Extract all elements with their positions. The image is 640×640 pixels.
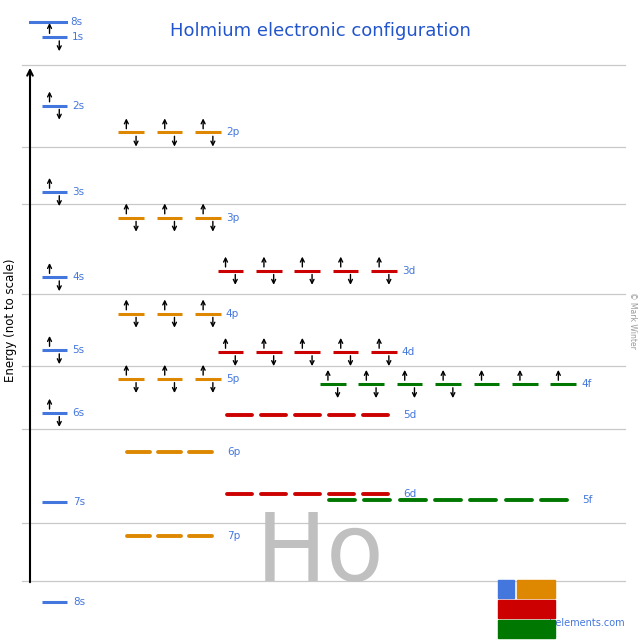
Bar [498,580,514,598]
Text: 5d: 5d [403,410,416,420]
Text: 3s: 3s [72,187,84,197]
Text: Energy (not to scale): Energy (not to scale) [4,259,17,381]
Text: Ho: Ho [255,509,385,601]
Text: 5s: 5s [72,345,84,355]
Text: 7s: 7s [73,497,85,508]
Text: 3d: 3d [402,266,415,276]
Text: 3p: 3p [226,212,239,223]
Text: 4p: 4p [226,308,239,319]
Bar [517,580,555,598]
Text: 8s: 8s [73,596,85,607]
Bar [498,600,555,618]
Text: 5f: 5f [582,495,593,506]
Text: © Mark Winter: © Mark Winter [627,292,637,348]
Text: 6p: 6p [227,447,240,458]
Text: Holmium electronic configuration: Holmium electronic configuration [170,22,470,40]
Text: 6s: 6s [72,408,84,418]
Text: 8s: 8s [70,17,82,27]
Text: 5p: 5p [226,374,239,384]
Text: 6d: 6d [403,489,416,499]
Text: 4d: 4d [402,347,415,357]
Text: 2p: 2p [226,127,239,138]
Text: 4f: 4f [581,379,591,389]
Text: 1s: 1s [72,32,84,42]
Text: 2s: 2s [72,100,84,111]
Text: 4s: 4s [72,272,84,282]
Bar [498,620,555,638]
Text: www.webelements.com: www.webelements.com [509,618,625,628]
Text: 7p: 7p [227,531,240,541]
